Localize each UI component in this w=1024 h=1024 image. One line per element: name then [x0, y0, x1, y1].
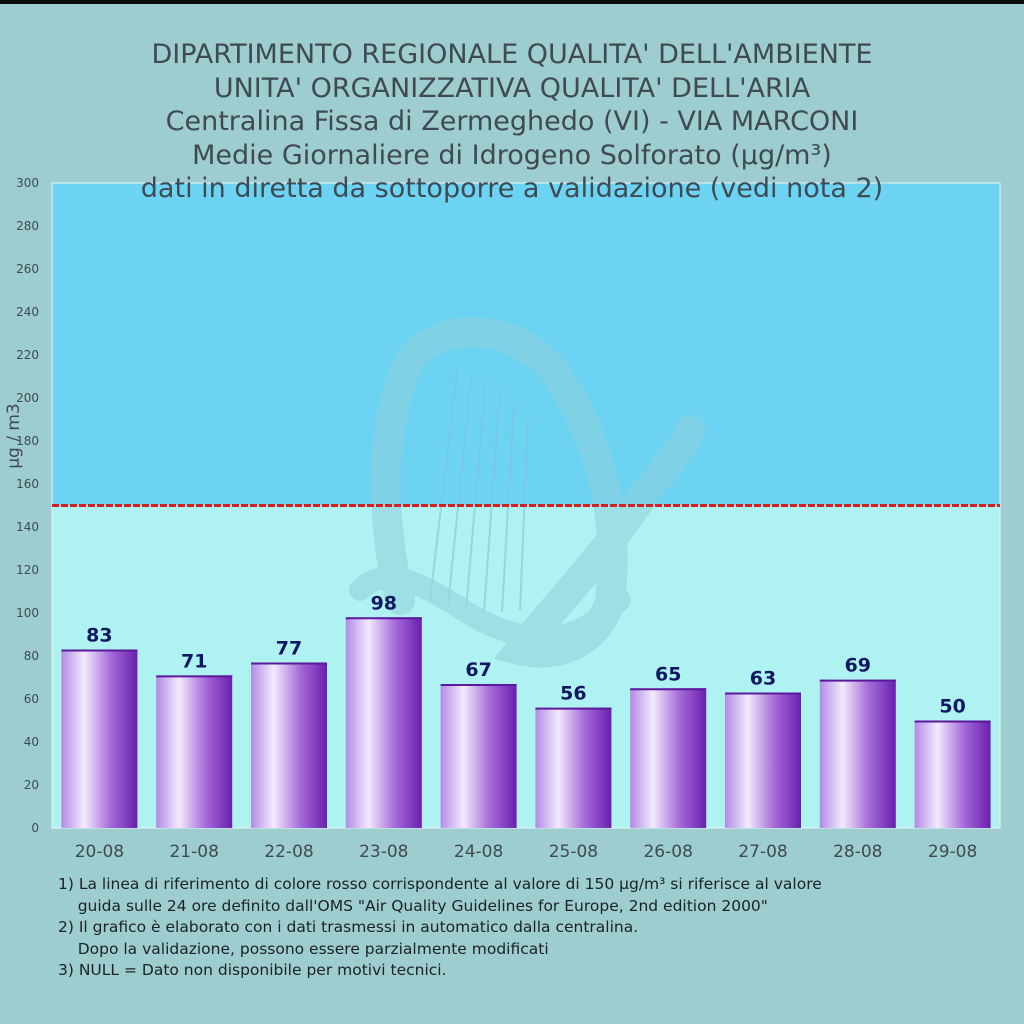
footnotes: 1) La linea di riferimento di colore ros… — [58, 874, 1018, 982]
x-tick-label: 29-08 — [928, 842, 977, 862]
y-tick-label: 140 — [16, 520, 39, 534]
x-axis-ticks: 20-08 21-08 22-08 23-08 24-08 25-08 26-08 27-08… — [75, 842, 978, 862]
footnote-3: 3) NULL = Dato non disponibile per motiv… — [58, 961, 447, 979]
value-label: 63 — [750, 668, 776, 690]
y-axis-ticks: 0 20 40 60 80 100 120 140 160 180 200 220 240 260 280 3… — [16, 176, 39, 835]
top-border — [0, 0, 1024, 4]
value-label: 67 — [465, 659, 491, 681]
y-tick-label: 0 — [31, 821, 39, 835]
x-tick-label: 20-08 — [75, 842, 124, 862]
y-tick-label: 200 — [16, 391, 39, 405]
x-tick-label: 26-08 — [643, 842, 692, 862]
title-line-2: UNITA' ORGANIZZATIVA QUALITA' DELL'ARIA — [213, 72, 811, 104]
harp-icon — [349, 317, 705, 668]
bar — [440, 683, 517, 828]
y-tick-label: 60 — [24, 692, 39, 706]
bar — [819, 679, 896, 828]
bars — [61, 617, 991, 828]
value-label: 98 — [371, 592, 397, 614]
bar — [914, 720, 991, 828]
y-tick-label: 20 — [24, 778, 39, 792]
value-label: 65 — [655, 663, 681, 685]
value-label: 69 — [845, 655, 871, 677]
chart-title: DIPARTIMENTO REGIONALE QUALITA' DELL'AMB… — [0, 38, 1024, 206]
value-label: 83 — [86, 625, 112, 647]
x-tick-label: 22-08 — [264, 842, 313, 862]
bar — [345, 617, 422, 828]
bar — [725, 692, 801, 828]
y-tick-label: 220 — [16, 348, 39, 362]
y-tick-label: 240 — [16, 305, 39, 319]
y-tick-label: 80 — [24, 649, 39, 663]
footnote-2-cont: Dopo la validazione, possono essere parz… — [58, 939, 549, 958]
y-tick-label: 260 — [16, 262, 39, 276]
x-tick-label: 24-08 — [454, 842, 503, 862]
value-label: 77 — [276, 637, 302, 659]
title-line-5: dati in diretta da sottoporre a validazi… — [140, 173, 884, 204]
x-tick-label: 23-08 — [359, 842, 408, 862]
bar — [630, 688, 707, 828]
value-label: 50 — [939, 696, 965, 718]
title-line-1: DIPARTIMENTO REGIONALE QUALITA' DELL'AMB… — [151, 39, 873, 70]
bar — [61, 649, 138, 828]
y-tick-label: 40 — [24, 735, 39, 749]
value-label: 71 — [181, 650, 207, 672]
x-tick-label: 27-08 — [738, 842, 787, 862]
y-tick-label: 100 — [16, 606, 39, 620]
y-tick-label: 180 — [16, 434, 39, 448]
footnote-1-cont: guida sulle 24 ore definito dall'OMS "Ai… — [58, 896, 768, 915]
footnote-1: 1) La linea di riferimento di colore ros… — [58, 875, 822, 893]
y-tick-label: 300 — [16, 176, 39, 190]
y-tick-label: 120 — [16, 563, 39, 577]
bar — [535, 707, 612, 828]
value-labels: 83 71 77 98 67 56 65 63 69 50 — [86, 592, 966, 717]
y-tick-label: 280 — [16, 219, 39, 233]
y-tick-label: 160 — [16, 477, 39, 491]
title-line-4: Medie Giornaliere di Idrogeno Solforato … — [192, 139, 832, 171]
value-label: 56 — [560, 683, 586, 705]
x-tick-label: 28-08 — [833, 842, 882, 862]
x-tick-label: 21-08 — [169, 842, 218, 862]
y-axis-label: µg / m3 — [4, 403, 24, 469]
x-tick-label: 25-08 — [549, 842, 598, 862]
footnote-2: 2) Il grafico è elaborato con i dati tra… — [58, 918, 639, 936]
bar — [156, 675, 233, 828]
bar — [251, 662, 327, 828]
title-line-3: Centralina Fissa di Zermeghedo (VI) - VI… — [165, 106, 859, 137]
